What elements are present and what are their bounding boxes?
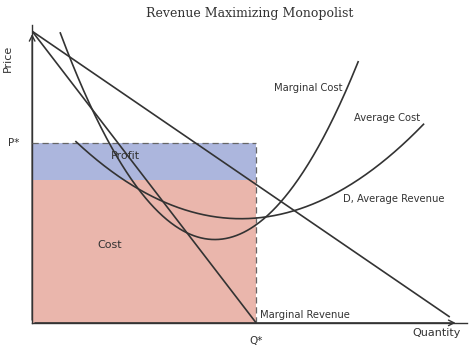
- Bar: [32, 143, 256, 180]
- Text: P*: P*: [8, 138, 19, 148]
- Text: D, Average Revenue: D, Average Revenue: [343, 194, 445, 205]
- Text: Marginal Cost: Marginal Cost: [273, 83, 342, 93]
- Text: Q*: Q*: [249, 336, 263, 346]
- Text: Price: Price: [3, 45, 13, 72]
- Text: Marginal Revenue: Marginal Revenue: [261, 309, 350, 320]
- Text: Profit: Profit: [110, 151, 139, 161]
- Title: Revenue Maximizing Monopolist: Revenue Maximizing Monopolist: [146, 7, 353, 20]
- Text: Quantity: Quantity: [412, 328, 461, 338]
- Text: Average Cost: Average Cost: [354, 113, 420, 122]
- Text: Cost: Cost: [97, 240, 122, 251]
- Bar: [32, 180, 256, 323]
